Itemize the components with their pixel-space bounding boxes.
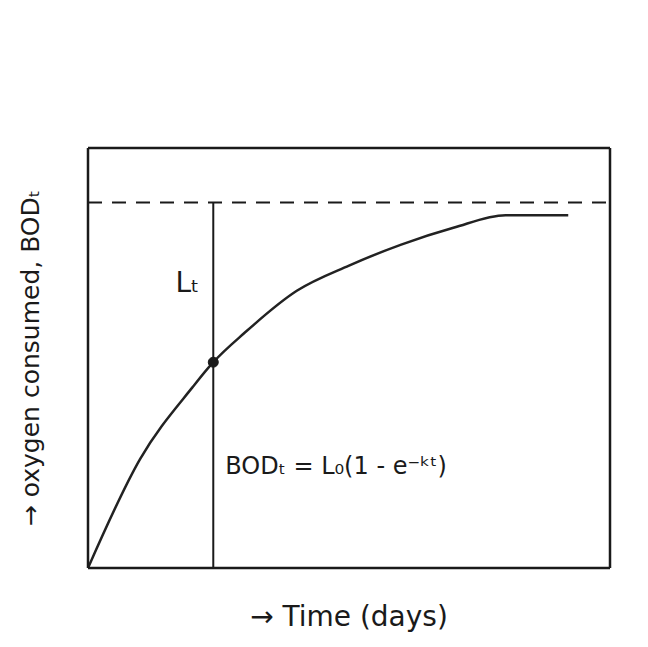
svg-text:Lₜ: Lₜ bbox=[175, 266, 199, 299]
svg-text:→ oxygen consumed, BODₜ: → oxygen consumed, BODₜ bbox=[16, 190, 45, 526]
svg-text:BODₜ = L₀(1 - e⁻ᵏᵗ): BODₜ = L₀(1 - e⁻ᵏᵗ) bbox=[225, 452, 447, 480]
svg-text:→ Time (days): → Time (days) bbox=[250, 600, 448, 633]
